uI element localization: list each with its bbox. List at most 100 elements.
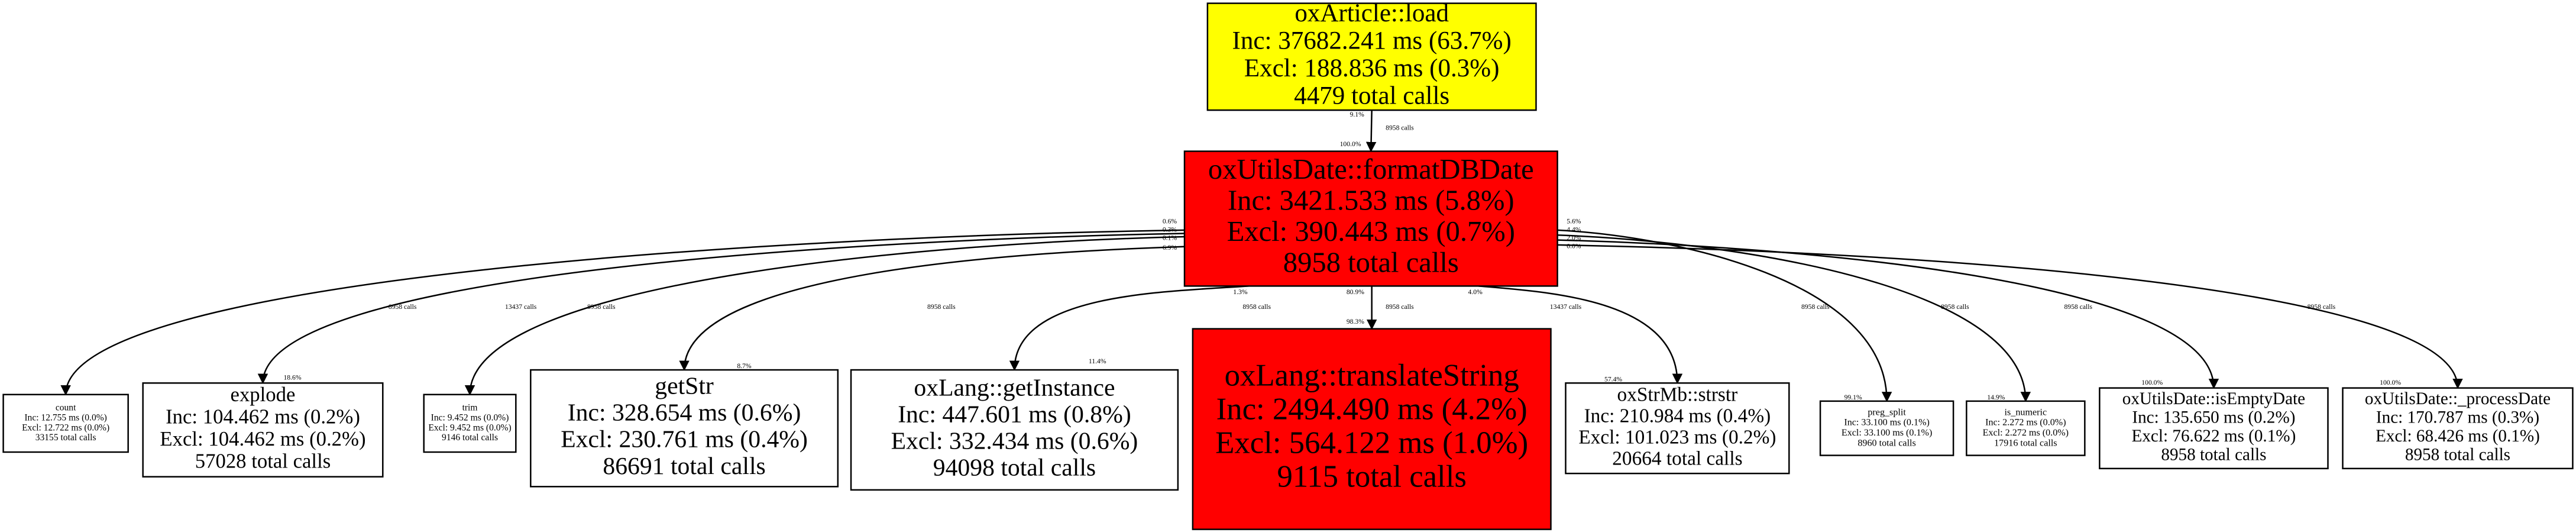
edge-to-pct: 18.6% (283, 374, 301, 382)
node-line: Inc: 2.272 ms (0.0%) (1985, 418, 2066, 428)
edge-to-pct: 100.0% (1340, 140, 1361, 148)
edge-from-pct: 2.0% (1567, 234, 1581, 241)
node-line: 20664 total calls (1612, 447, 1742, 469)
edge-calls: 8958 calls (389, 303, 417, 311)
edge-to-pct: 99.1% (1844, 394, 1862, 401)
node-line: 9115 total calls (1277, 460, 1466, 494)
node-line: Excl: 564.122 ms (1.0%) (1215, 426, 1528, 460)
edge-arrow (257, 233, 1185, 385)
node-line: Inc: 33.100 ms (0.1%) (1844, 418, 1930, 428)
node-line: Inc: 210.984 ms (0.4%) (1584, 405, 1771, 427)
node-line: Excl: 104.462 ms (0.2%) (160, 427, 365, 450)
edge-calls: 8958 calls (2308, 303, 2336, 311)
edge-calls: 8958 calls (1801, 303, 1830, 311)
node-line: 33155 total calls (35, 433, 96, 443)
node-line: Excl: 390.443 ms (0.7%) (1227, 215, 1515, 247)
edge-to-pct: 100.0% (2380, 379, 2401, 386)
edge-arrow (1557, 234, 2031, 402)
edge-calls: 13437 calls (1550, 303, 1582, 311)
node-box (1192, 328, 1552, 530)
node-box (2342, 387, 2574, 469)
node-line: oxStrMb::strstr (1617, 383, 1738, 405)
edge-arrow (1009, 285, 1249, 371)
node-line: 8960 total calls (1857, 438, 1915, 448)
node-line: 86691 total calls (603, 453, 765, 480)
edge-from-pct: 0.1% (1163, 234, 1177, 241)
node-box (1819, 400, 1954, 456)
node-line: Excl: 2.272 ms (0.0%) (1983, 428, 2069, 438)
node-line: Excl: 101.023 ms (0.2%) (1578, 426, 1776, 448)
edge-arrow (60, 229, 1185, 396)
node-box (142, 382, 384, 478)
node-line: getStr (655, 373, 714, 400)
node-box (2, 394, 129, 453)
node-line: Inc: 328.654 ms (0.6%) (568, 399, 801, 427)
edge-from-pct: 80.9% (1347, 288, 1364, 296)
node-line: Excl: 12.722 ms (0.0%) (22, 423, 109, 433)
edge-from-pct: 1.3% (1233, 288, 1248, 296)
node-line: Inc: 12.755 ms (0.0%) (24, 413, 106, 423)
node-line: Inc: 9.452 ms (0.0%) (431, 413, 509, 423)
node-line: Excl: 332.434 ms (0.6%) (891, 428, 1138, 455)
node-line: oxUtilsDate::isEmptyDate (2122, 389, 2305, 408)
edge-calls: 8958 calls (1941, 303, 1969, 311)
node-box (850, 369, 1179, 491)
edge-calls: 8958 calls (1242, 303, 1271, 311)
node-line: Excl: 230.761 ms (0.4%) (561, 426, 808, 453)
node-line: Inc: 447.601 ms (0.8%) (898, 401, 1131, 428)
edge-to-pct: 8.7% (737, 362, 752, 370)
node-box (2099, 387, 2329, 469)
edge-calls: 8958 calls (1386, 124, 1414, 131)
node-line: 57028 total calls (195, 450, 331, 473)
edge-from-pct: 9.1% (1350, 111, 1365, 118)
node-line: Inc: 2494.490 ms (4.2%) (1216, 392, 1528, 427)
node-line: preg_split (1868, 407, 1906, 417)
node-line: 8958 total calls (2161, 446, 2266, 465)
node-line: 8958 total calls (2405, 446, 2510, 465)
edge-to-pct: 98.3% (1347, 318, 1364, 325)
node-line: oxUtilsDate::_processDate (2365, 389, 2551, 408)
edge-to-pct: 11.4% (1089, 357, 1106, 365)
node-line: 9146 total calls (442, 433, 498, 443)
node-line: Inc: 104.462 ms (0.2%) (166, 405, 360, 428)
edge-from-pct: 5.6% (1567, 218, 1581, 225)
node-line: Excl: 188.836 ms (0.3%) (1244, 54, 1500, 82)
edge-arrow (679, 246, 1185, 371)
node-line: oxUtilsDate::formatDBDate (1208, 153, 1534, 185)
node-line: is_numeric (2005, 407, 2047, 417)
edge-from-pct: 0.6% (1163, 218, 1177, 225)
node-box (1966, 400, 2086, 456)
node-line: Excl: 33.100 ms (0.1%) (1842, 428, 1932, 438)
node-line: trim (462, 403, 478, 413)
node-line: oxArticle::load (1295, 0, 1449, 27)
node-line: oxLang::getInstance (914, 375, 1115, 402)
node-line: Inc: 37682.241 ms (63.7%) (1232, 27, 1512, 54)
edge-calls: 8958 calls (1386, 303, 1414, 311)
edge-arrow (1557, 229, 1892, 402)
edge-to-pct: 100.0% (2141, 379, 2163, 386)
node-line: oxLang::translateString (1225, 359, 1519, 393)
node-line: Inc: 170.787 ms (0.3%) (2376, 408, 2539, 427)
node-line: 17916 total calls (1994, 438, 2057, 448)
node-line: count (56, 403, 76, 413)
node-box (423, 394, 517, 453)
node-line: 8958 total calls (1283, 246, 1459, 278)
edge-arrow (1557, 244, 2463, 389)
edge-to-pct: 14.9% (1987, 394, 2005, 401)
edge-calls: 8958 calls (2064, 303, 2092, 311)
node-box (1565, 382, 1790, 475)
node-line: Excl: 76.622 ms (0.1%) (2132, 427, 2296, 446)
edge-calls: 13437 calls (505, 303, 537, 311)
